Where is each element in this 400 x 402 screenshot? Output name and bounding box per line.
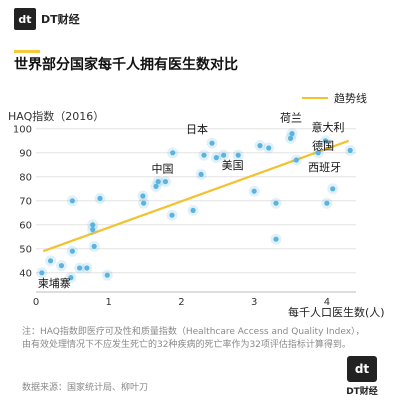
x-tick-label: 0 [33,297,39,308]
y-tick-label: 60 [19,220,32,231]
data-point [140,193,146,199]
data-point [190,207,196,213]
data-point [330,186,336,192]
data-point [169,212,175,218]
data-point [141,200,147,206]
data-point [153,183,159,189]
data-point [68,275,74,281]
data-point [221,152,227,158]
data-point [201,152,207,158]
data-point [251,188,257,194]
data-point [69,248,75,254]
data-point [198,171,204,177]
chart-legend: 趋势线 [302,90,367,106]
data-point [58,263,65,269]
y-tick-label: 80 [19,172,32,183]
data-point [235,152,241,158]
data-point [273,200,279,206]
brand-logo-mark: dt [14,8,36,30]
chart-title: 世界部分国家每千人拥有医生数对比 [14,57,238,73]
y-tick-label: 100 [13,124,32,135]
y-tick-label: 40 [19,268,32,279]
y-tick-label: 50 [19,244,32,255]
data-point [322,138,329,144]
title-accent-bar [14,50,40,53]
point-label: 美国 [222,159,244,172]
data-point [209,140,215,146]
x-tick-label: 3 [251,297,257,308]
data-point [84,265,90,271]
data-point [293,157,299,163]
chart-note: 注：HAQ指数即医疗可及性和质量指数（Healthcare Access and… [22,327,365,350]
data-point [170,150,176,156]
point-label: 荷兰 [280,112,302,125]
y-tick-label: 90 [19,148,32,159]
brand-name-bottom: DT财经 [346,387,378,397]
x-tick-label: 4 [324,297,330,308]
data-point [162,179,169,185]
legend-trend-swatch [302,97,328,99]
data-point [273,236,279,242]
data-point [287,135,294,141]
brand-logo-bottom: dt DT财经 [340,356,384,397]
data-point [213,155,219,161]
x-axis-label: 每千人口医生数(人) [288,306,385,319]
brand-logo-top: dt DT财经 [14,8,80,30]
point-label: 意大利 [311,120,344,134]
point-label: 西班牙 [308,161,341,174]
data-point [347,147,353,153]
data-point [69,198,75,204]
point-label: 德国 [312,138,334,152]
data-point [257,143,263,149]
data-point [315,150,321,156]
data-point [90,227,96,233]
point-label: 柬埔寨 [38,276,71,290]
data-point [47,258,54,264]
y-tick-label: 70 [19,196,32,207]
x-tick-label: 2 [178,297,184,308]
data-point [155,179,161,185]
data-point [97,195,103,201]
data-point [91,243,97,249]
data-point [39,270,45,276]
brand-logo-mark-bottom: dt [347,356,377,382]
x-tick-label: 1 [106,297,112,308]
point-label: 日本 [186,122,208,136]
trend-line [42,139,350,253]
data-point [289,131,295,137]
data-source: 数据来源：国家统计局、柳叶刀 [22,383,149,393]
legend-trend-label: 趋势线 [334,92,367,105]
data-point [324,200,330,206]
y-axis-label: HAQ指数（2016） [8,110,105,123]
brand-name: DT财经 [41,13,80,26]
data-point [77,265,83,271]
point-label: 中国 [151,163,173,176]
data-point [90,222,96,228]
data-point [104,272,110,278]
data-point [266,145,272,151]
